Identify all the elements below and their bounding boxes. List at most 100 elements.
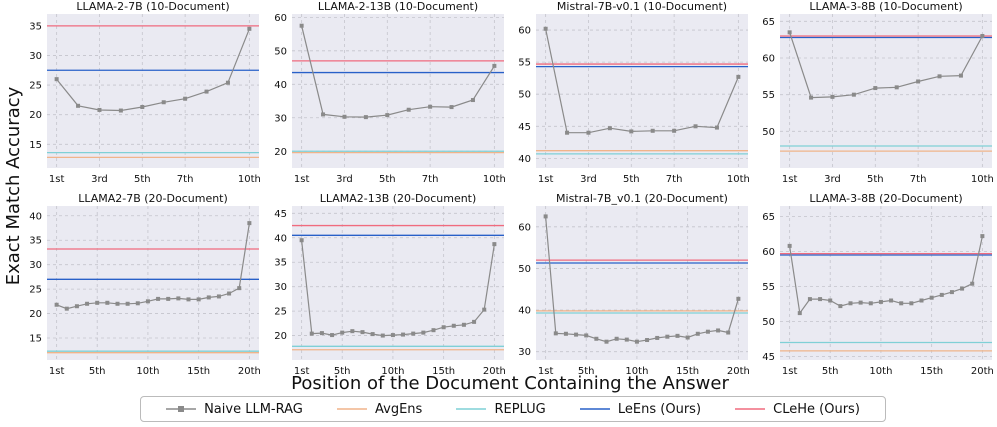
- data-point: [586, 130, 591, 135]
- y-tick-label: 15: [29, 334, 42, 345]
- x-tick-label: 1st: [782, 174, 798, 185]
- data-point: [807, 297, 812, 302]
- x-tick-label: 5th: [89, 366, 106, 377]
- data-point: [76, 103, 81, 108]
- y-tick-label: 55: [762, 90, 775, 101]
- data-point: [614, 336, 619, 341]
- data-point: [74, 304, 79, 309]
- legend-item-avgens: AvgEns: [337, 402, 422, 417]
- data-point: [543, 214, 548, 219]
- x-tick-label: 7th: [422, 174, 439, 185]
- series-naive-llm-rag-line: [56, 28, 250, 112]
- y-tick-label: 60: [762, 247, 775, 258]
- figure: Exact Match Accuracy Position of the Doc…: [3, 0, 994, 394]
- data-point: [607, 126, 612, 131]
- data-point: [309, 331, 314, 336]
- data-point: [873, 86, 878, 91]
- data-point: [958, 73, 963, 78]
- legend: Naive LLM-RAG AvgEns REPLUG LeEns (Ours) CLe…: [140, 396, 886, 422]
- series-naive-llm-rag-line: [789, 32, 983, 99]
- data-point: [340, 330, 345, 335]
- data-point: [899, 301, 904, 306]
- y-tick-label: 30: [29, 260, 42, 271]
- plot-area: [47, 14, 259, 168]
- data-point: [299, 238, 304, 243]
- y-tick-label: 50: [274, 46, 287, 57]
- data-point: [166, 296, 171, 301]
- data-point: [64, 306, 69, 311]
- subplot-title: Mistral-7B-v0.1 (10-Document): [557, 0, 727, 13]
- data-point: [299, 23, 304, 28]
- subplot-5: 15 20 25 30 35 40 1st 5th 10th 15th 20th LLAMA2-7B …: [29, 192, 261, 377]
- data-point: [145, 299, 150, 304]
- data-point: [980, 234, 985, 239]
- series-naive-llm-rag-line: [545, 28, 739, 134]
- x-tick-label: 1st: [294, 174, 310, 185]
- data-point: [161, 100, 166, 105]
- x-tick-label: 20th: [971, 366, 994, 377]
- plot-area: [47, 206, 259, 360]
- series-naive-llm-rag-line: [301, 25, 495, 118]
- data-point: [736, 296, 741, 301]
- legend-swatch: [735, 408, 766, 410]
- x-tick-label: 7th: [177, 174, 194, 185]
- data-point: [916, 79, 921, 84]
- legend-swatch: [337, 408, 367, 410]
- data-point: [949, 290, 954, 295]
- data-point: [406, 107, 411, 112]
- x-tick-label: 15th: [432, 366, 455, 377]
- data-point: [225, 80, 230, 85]
- y-tick-label: 60: [518, 222, 531, 233]
- y-tick-label: 60: [274, 13, 287, 24]
- legend-item-leens-ours: LeEns (Ours): [579, 402, 701, 417]
- subplot-2: 20 30 40 50 60 1st 3rd 5th 7th 10th LLAMA-2-13B (1…: [274, 0, 506, 185]
- data-point: [140, 104, 145, 109]
- legend-label: REPLUG: [494, 401, 546, 417]
- data-point: [360, 330, 365, 335]
- y-tick-label: 25: [274, 307, 287, 318]
- legend-swatch: [579, 408, 610, 410]
- data-point: [186, 297, 191, 302]
- data-point: [204, 89, 209, 94]
- y-tick-label: 35: [29, 21, 42, 32]
- data-point: [828, 298, 833, 303]
- data-point: [449, 105, 454, 110]
- data-point: [574, 332, 579, 337]
- x-tick-label: 5th: [334, 366, 351, 377]
- y-tick-label: 15: [29, 140, 42, 151]
- data-point: [363, 115, 368, 120]
- y-tick-label: 65: [762, 17, 775, 28]
- y-tick-label: 25: [29, 81, 42, 92]
- subplot-title: LLAMA-2-7B (10-Document): [76, 0, 229, 13]
- subplot-6: 20 25 30 35 40 45 1st 5th 10th 15th 20th LLAMA2-13B…: [274, 192, 506, 377]
- data-point: [492, 242, 497, 247]
- data-point: [565, 130, 570, 135]
- data-point: [594, 336, 599, 341]
- data-point: [156, 296, 161, 301]
- x-tick-label: 7th: [910, 174, 927, 185]
- subplot-title: LLAMA-2-13B (10-Document): [318, 0, 478, 13]
- data-point: [370, 332, 375, 337]
- data-point: [421, 330, 426, 335]
- x-tick-label: 1st: [538, 366, 554, 377]
- y-tick-label: 50: [518, 264, 531, 275]
- data-point: [672, 128, 677, 133]
- y-tick-label: 50: [518, 90, 531, 101]
- x-tick-label: 5th: [822, 366, 839, 377]
- data-point: [960, 286, 965, 291]
- y-tick-label: 55: [762, 282, 775, 293]
- data-point: [451, 323, 456, 328]
- legend-label: CLeHe (Ours): [773, 401, 860, 417]
- data-point: [675, 333, 680, 338]
- legend-label: Naive LLM-RAG: [204, 401, 303, 417]
- y-tick-label: 50: [762, 127, 775, 138]
- data-point: [492, 63, 497, 68]
- data-point: [482, 307, 487, 312]
- data-point: [970, 281, 975, 286]
- data-point: [851, 92, 856, 97]
- data-point: [624, 337, 629, 342]
- x-tick-label: 1st: [49, 174, 65, 185]
- data-point: [380, 333, 385, 338]
- data-point: [809, 95, 814, 100]
- legend-swatch: [166, 406, 197, 412]
